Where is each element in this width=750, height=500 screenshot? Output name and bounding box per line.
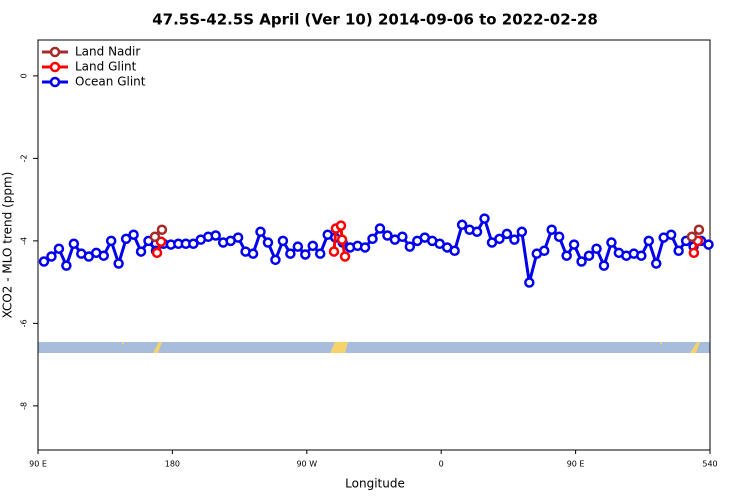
- point: [336, 234, 348, 245]
- point: [270, 254, 281, 266]
- point: [636, 250, 647, 261]
- point: [105, 235, 117, 247]
- y-tick-label: -8: [20, 402, 29, 410]
- point: [314, 248, 326, 259]
- point: [98, 250, 109, 261]
- point: [561, 250, 572, 261]
- point: [494, 233, 505, 245]
- point: [335, 220, 347, 231]
- x-tick-label: 540: [702, 460, 717, 469]
- point: [650, 258, 662, 269]
- point: [673, 245, 684, 257]
- point: [149, 231, 161, 243]
- legend-label: Land Glint: [75, 60, 137, 74]
- point: [53, 243, 65, 254]
- point: [686, 231, 698, 243]
- point: [68, 238, 80, 250]
- y-tick-label: -6: [20, 319, 29, 327]
- point: [456, 219, 468, 231]
- x-tick-label: 90 E: [29, 460, 47, 469]
- point: [583, 250, 595, 261]
- point: [300, 249, 311, 260]
- legend-marker: [49, 76, 61, 88]
- point: [606, 237, 617, 248]
- legend-label: Ocean Glint: [75, 75, 146, 89]
- point: [247, 248, 259, 259]
- x-axis-label: Longitude: [345, 477, 405, 491]
- point: [479, 213, 490, 224]
- point: [568, 239, 580, 250]
- point: [397, 231, 408, 243]
- point: [688, 247, 700, 259]
- point: [591, 243, 602, 254]
- point: [285, 248, 296, 259]
- point: [135, 246, 147, 257]
- point: [553, 231, 565, 243]
- point: [307, 240, 319, 252]
- point: [643, 235, 655, 247]
- y-tick-label: 0: [20, 73, 29, 78]
- point: [210, 230, 221, 241]
- point: [382, 230, 393, 241]
- point: [404, 241, 416, 252]
- point: [703, 239, 714, 250]
- point: [374, 223, 386, 234]
- point: [693, 224, 705, 235]
- point: [501, 228, 513, 240]
- point: [61, 260, 72, 271]
- point: [576, 256, 587, 267]
- point: [262, 237, 274, 248]
- x-tick-label: 90 E: [567, 460, 585, 469]
- land-patch: [122, 342, 124, 344]
- point: [524, 277, 535, 288]
- point: [598, 260, 610, 271]
- legend-label: Land Nadir: [75, 45, 140, 59]
- x-tick-label: 180: [165, 460, 180, 469]
- point: [339, 251, 351, 262]
- point: [546, 224, 557, 235]
- point: [359, 242, 371, 253]
- point: [120, 233, 132, 245]
- point: [509, 234, 520, 245]
- point: [328, 246, 340, 257]
- point: [516, 226, 528, 238]
- point: [128, 229, 139, 240]
- point: [367, 233, 378, 245]
- point: [113, 258, 124, 269]
- point: [46, 251, 57, 262]
- point: [665, 229, 677, 240]
- point: [449, 245, 460, 257]
- point: [188, 238, 199, 250]
- land-patch: [153, 342, 162, 353]
- point: [156, 224, 168, 235]
- land-patch: [690, 342, 700, 353]
- x-tick-label: 0: [439, 460, 444, 469]
- y-tick-label: -2: [20, 154, 29, 162]
- chart-title: 47.5S-42.5S April (Ver 10) 2014-09-06 to…: [152, 11, 598, 29]
- land-patch: [330, 342, 348, 353]
- ocean-strip: [38, 342, 710, 353]
- land-patch: [660, 342, 662, 344]
- point: [232, 232, 244, 243]
- point: [538, 245, 550, 257]
- x-tick-label: 90 W: [296, 460, 317, 469]
- legend-marker: [49, 61, 61, 73]
- point: [471, 226, 483, 238]
- legend-marker: [49, 46, 61, 58]
- point: [292, 241, 304, 252]
- land-mask-band: [38, 342, 710, 353]
- point: [38, 256, 50, 267]
- y-tick-label: -4: [20, 237, 29, 245]
- point: [151, 247, 163, 259]
- point: [255, 226, 266, 238]
- point: [277, 235, 289, 247]
- y-axis-label: XCO2 - MLO trend (ppm): [1, 172, 15, 319]
